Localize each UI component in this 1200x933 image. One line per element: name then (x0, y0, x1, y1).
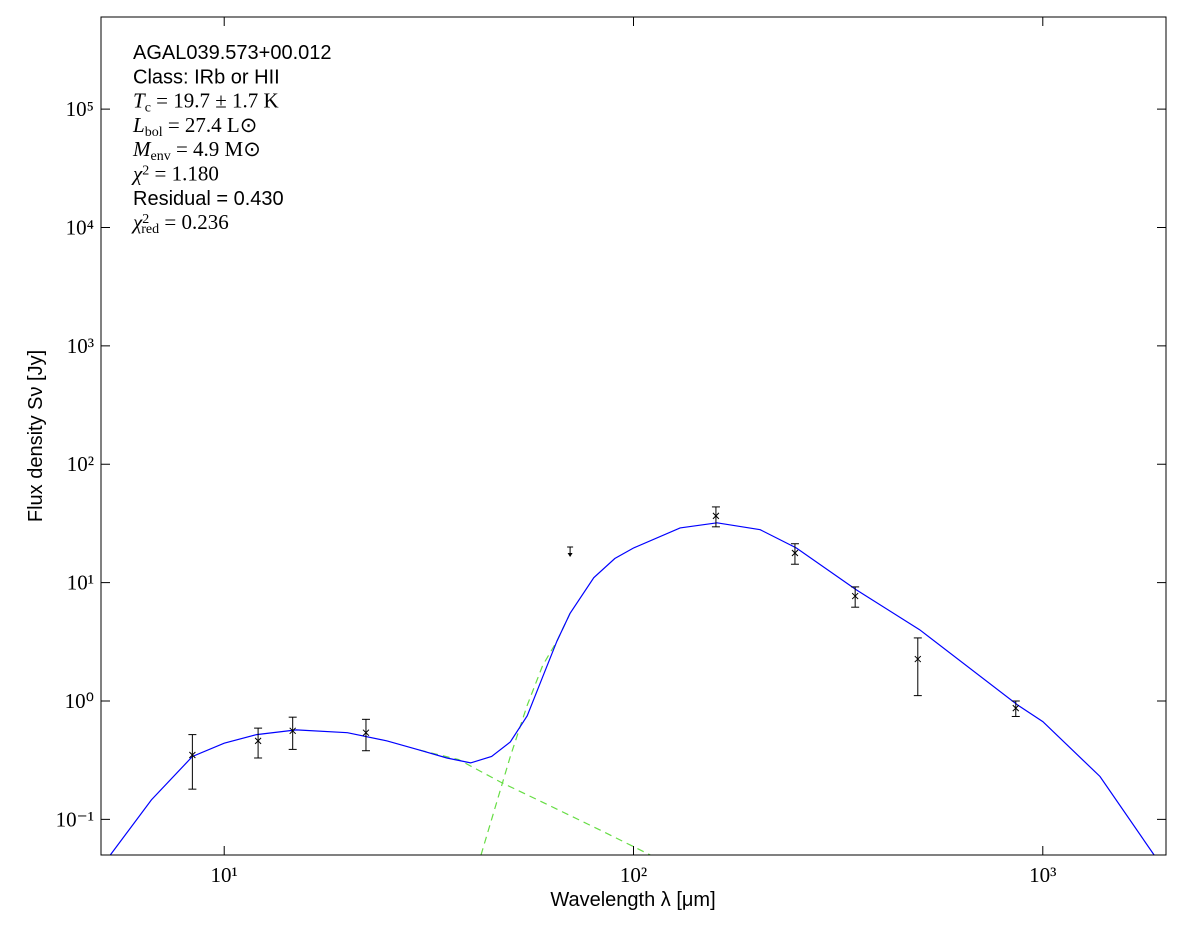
annotation-text: Class: IRb or HII (133, 66, 280, 88)
y-tick-label: 10⁰ (65, 689, 94, 713)
annotation-text: T (133, 89, 146, 113)
annotation-rest: = 27.4 L⊙ (163, 113, 258, 137)
data-point (1012, 704, 1020, 712)
plot-frame (100, 16, 1167, 856)
y-tick-label: 10⁴ (66, 215, 94, 239)
annotation-sup: 2 (142, 163, 149, 178)
y-tick-label: 10⁵ (66, 97, 94, 121)
annotation: χ2 = 1.180 (131, 162, 219, 186)
data-point (914, 655, 922, 663)
annotation: AGAL039.573+00.012 (133, 42, 332, 64)
data-point (189, 751, 196, 759)
x-axis-label: Wavelength λ [μm] (550, 889, 715, 911)
data-point (362, 729, 370, 737)
annotation-rest: = 4.9 M⊙ (171, 137, 261, 161)
annotation-sub: red (141, 222, 159, 237)
annotation-rest: = 1.180 (149, 162, 219, 186)
annotation: Class: IRb or HII (133, 66, 280, 88)
model-curve (109, 522, 1155, 855)
annotation-rest: = 19.7 ± 1.7 K (151, 89, 279, 113)
annotation-sub: bol (145, 124, 163, 139)
annotation: Lbol = 27.4 L⊙ (132, 113, 257, 140)
upper-limit-arrow (567, 552, 573, 557)
model-curve (480, 613, 571, 855)
annotation-text: M (132, 137, 152, 161)
annotation-text: AGAL039.573+00.012 (133, 42, 332, 64)
data-point (851, 592, 859, 600)
annotation: χ2 red = 0.236 (131, 210, 229, 237)
plot-area (109, 506, 1155, 855)
x-tick-label: 10² (620, 863, 647, 887)
x-tick-label: 10³ (1029, 863, 1056, 887)
annotation-text: χ (131, 162, 143, 186)
annotation: Tc = 19.7 ± 1.7 K (133, 89, 279, 116)
y-tick-label: 10¹ (67, 571, 94, 595)
y-tick-label: 10³ (67, 334, 94, 358)
annotation-rest: = 0.236 (159, 210, 229, 234)
annotation-text: L (132, 113, 145, 137)
data-point (791, 549, 799, 557)
y-tick-label: 10² (67, 452, 94, 476)
annotation-sub: c (145, 100, 151, 115)
annotation-text: χ (131, 210, 143, 234)
annotation: Residual = 0.430 (133, 188, 284, 210)
annotation-sup: 2 (142, 212, 149, 227)
data-point (712, 512, 720, 520)
data-point (289, 727, 297, 735)
y-axis-label: Flux density Sν [Jy] (25, 350, 47, 522)
x-tick-label: 10¹ (211, 863, 238, 887)
model-curve (419, 749, 651, 855)
annotation-sub: env (151, 149, 171, 164)
annotation-text: Residual = 0.430 (133, 188, 284, 210)
data-point (254, 737, 262, 745)
annotation: Menv = 4.9 M⊙ (132, 137, 261, 164)
y-tick-label: 10⁻¹ (56, 807, 94, 831)
